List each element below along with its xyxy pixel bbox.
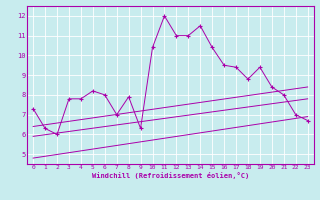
X-axis label: Windchill (Refroidissement éolien,°C): Windchill (Refroidissement éolien,°C) (92, 172, 249, 179)
